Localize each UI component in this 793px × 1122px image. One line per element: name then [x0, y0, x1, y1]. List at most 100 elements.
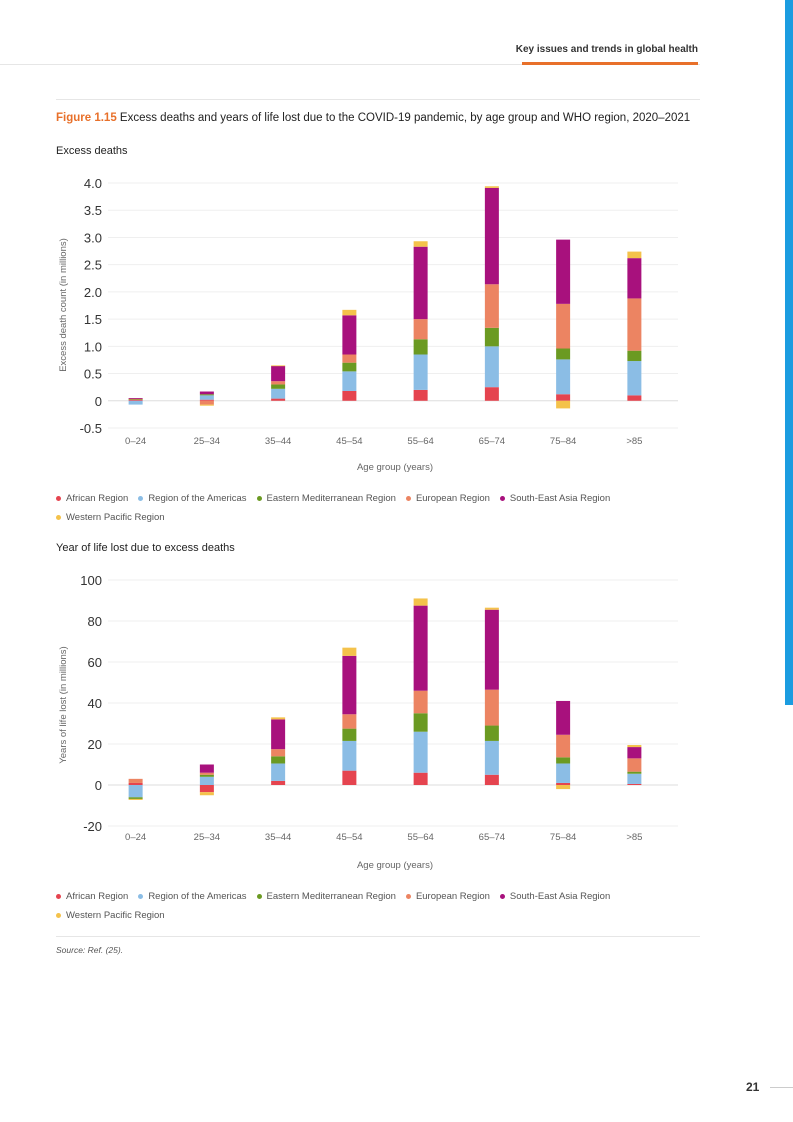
bar-segment	[413, 246, 428, 320]
figure-caption: Figure 1.15 Excess deaths and years of l…	[56, 112, 690, 124]
bar-segment	[199, 792, 214, 796]
bar-segment	[627, 745, 642, 748]
bar-segment	[484, 725, 499, 741]
bar-segment	[484, 387, 499, 401]
legend-label: South-East Asia Region	[509, 493, 611, 504]
bar-segment	[128, 399, 143, 401]
x-tick-label: 0–24	[125, 436, 146, 447]
x-tick-label: 75–84	[550, 832, 576, 843]
y-axis-label: Excess death count (in millions)	[58, 238, 69, 372]
legend-item: Region of the Americas	[138, 891, 247, 902]
y-tick-label: 4.0	[84, 176, 102, 191]
bar-segment	[484, 740, 499, 775]
x-tick-label: 35–44	[265, 436, 291, 447]
bar-segment	[199, 399, 214, 401]
y-tick-label: 100	[80, 573, 102, 588]
legend-label: European Region	[415, 493, 490, 504]
x-tick-label: 45–54	[336, 832, 362, 843]
legend-dot-icon	[56, 912, 61, 918]
bar-segment	[556, 303, 571, 349]
x-tick-label: 55–64	[407, 832, 433, 843]
bar-segment	[484, 187, 499, 285]
bar-segment	[342, 740, 357, 771]
legend-dot-icon	[56, 893, 61, 899]
bar-segment	[342, 655, 357, 715]
chart1-title: Excess deaths	[56, 145, 128, 157]
bar-segment	[271, 398, 286, 401]
bar-segment	[627, 773, 642, 784]
source-rule	[56, 936, 700, 937]
legend-label: African Region	[66, 891, 129, 902]
bar-segment	[484, 607, 499, 610]
bar-segment	[271, 763, 286, 781]
bar-segment	[627, 361, 642, 396]
bar-segment	[413, 605, 428, 691]
legend-item: Region of the Americas	[138, 493, 247, 504]
bar-segment	[413, 713, 428, 732]
bar-segment	[342, 770, 357, 785]
legend-dot-icon	[405, 893, 411, 899]
x-axis-label: Age group (years)	[357, 860, 433, 871]
bar-segment	[556, 348, 571, 360]
legend-label: Eastern Mediterranean Region	[266, 493, 396, 504]
bar-segment	[271, 780, 286, 785]
bar-segment	[413, 389, 428, 401]
y-tick-label: 1.5	[84, 312, 102, 327]
x-tick-label: 45–54	[336, 436, 362, 447]
y-tick-label: 3.5	[84, 203, 102, 218]
bar-segment	[271, 388, 286, 399]
bar-segment	[271, 717, 286, 720]
bar-segment	[413, 354, 428, 390]
x-axis-label: Age group (years)	[357, 462, 433, 473]
bar-segment	[271, 749, 286, 757]
bar-segment	[413, 731, 428, 773]
header-divider	[0, 64, 700, 65]
bar-segment	[484, 689, 499, 726]
bar-segment	[342, 714, 357, 729]
legend-item: European Region	[405, 891, 490, 902]
bar-segment	[484, 609, 499, 690]
figure-top-rule	[56, 99, 700, 100]
legend-dot-icon	[499, 495, 505, 501]
bar-segment	[342, 362, 357, 372]
bar-segment	[342, 728, 357, 741]
figure-title: Excess deaths and years of life lost due…	[119, 112, 691, 124]
legend-label: European Region	[415, 891, 490, 902]
bar-segment	[271, 719, 286, 750]
x-tick-label: 25–34	[194, 832, 220, 843]
bar-segment	[199, 391, 214, 395]
source-note: Source: Ref. (25).	[56, 945, 124, 955]
bar-segment	[271, 384, 286, 389]
y-tick-label: 0.5	[84, 367, 102, 382]
bar-segment	[128, 785, 143, 798]
y-tick-label: 2.5	[84, 258, 102, 273]
bar-segment	[271, 381, 286, 385]
legend-item: Eastern Mediterranean Region	[256, 493, 396, 504]
bar-segment	[413, 598, 428, 606]
y-tick-label: -0.5	[80, 421, 102, 436]
y-tick-label: 40	[88, 696, 102, 711]
bar-segment	[199, 776, 214, 785]
y-tick-label: 2.0	[84, 285, 102, 300]
bar-segment	[556, 734, 571, 758]
bar-segment	[199, 785, 214, 793]
bar-segment	[271, 756, 286, 764]
legend-dot-icon	[138, 495, 144, 501]
bar-segment	[556, 400, 571, 409]
bar-segment	[271, 365, 286, 367]
legend-label: Western Pacific Region	[66, 910, 165, 921]
bar-segment	[199, 772, 214, 775]
chart2-title: Year of life lost due to excess deaths	[56, 542, 235, 554]
bar-segment	[556, 782, 571, 785]
bar-segment	[342, 647, 357, 656]
legend-dot-icon	[256, 893, 262, 899]
bar-segment	[556, 757, 571, 764]
bar-segment	[128, 782, 143, 785]
bar-segment	[627, 783, 642, 785]
page-number-line	[770, 1087, 793, 1088]
legend-dot-icon	[499, 893, 505, 899]
legend-item: Eastern Mediterranean Region	[256, 891, 396, 902]
header-accent-line	[522, 62, 698, 65]
